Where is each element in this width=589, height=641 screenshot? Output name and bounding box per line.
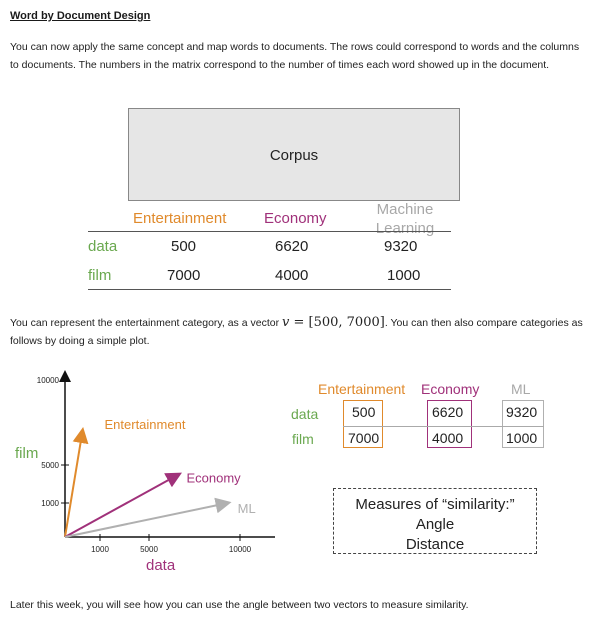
x-tick-label: 10000 (229, 545, 252, 554)
ml-vector (64, 497, 232, 538)
intro-paragraph: You can now apply the same concept and m… (10, 41, 580, 71)
vector-math-rest: = [500, 7000] (289, 315, 385, 330)
matrix-cell: 1000 (387, 267, 421, 284)
small-header-ml: ML (511, 381, 531, 397)
economy-vector (64, 472, 182, 538)
ml-column-box (502, 400, 544, 448)
small-cell: 4000 (432, 430, 464, 446)
y-tick-label: 1000 (41, 499, 59, 508)
section-heading: Word by Document Design (10, 10, 151, 22)
small-header-economy: Economy (421, 381, 480, 397)
small-row-label-data: data (291, 406, 319, 422)
corpus-box: Corpus (128, 108, 460, 201)
small-table-divider (343, 426, 544, 427)
vector-math-var: v (282, 315, 290, 330)
y-axis-label: film (15, 445, 38, 462)
matrix-cell: 7000 (167, 267, 201, 284)
column-header-economy: Economy (264, 210, 327, 227)
row-label-film: film (88, 267, 112, 284)
matrix-bottom-rule (88, 289, 451, 290)
small-cell: 500 (352, 404, 376, 420)
y-tick-label: 10000 (37, 376, 60, 385)
matrix-top-rule (88, 231, 451, 232)
similarity-title: Measures of “similarity:” (355, 496, 515, 513)
entertainment-vector-label: Entertainment (105, 417, 186, 432)
column-header-entertainment: Entertainment (133, 210, 227, 227)
column-header-machine-learning: Machine Learning (375, 201, 435, 237)
matrix-cell: 9320 (384, 238, 418, 255)
small-cell: 1000 (506, 430, 538, 446)
matrix-cell: 500 (171, 238, 197, 255)
similarity-box: Measures of “similarity:” Angle Distance (333, 488, 537, 554)
row-label-data: data (88, 238, 118, 255)
x-tick-label: 5000 (140, 545, 158, 554)
similarity-item-distance: Distance (405, 536, 465, 553)
matrix-cell: 4000 (275, 267, 309, 284)
vector-math: v = [500, 7000] (282, 315, 385, 330)
closing-paragraph: Later this week, you will see how you ca… (10, 599, 469, 611)
x-axis-label: data (146, 557, 176, 574)
entertainment-vector (64, 427, 89, 538)
small-row-label-film: film (292, 431, 314, 447)
small-cell: 9320 (506, 404, 538, 420)
y-tick-label: 5000 (41, 461, 59, 470)
vector-text-after: . You can then also compare categories a… (10, 317, 583, 347)
matrix-cell: 6620 (275, 238, 309, 255)
economy-vector-label: Economy (186, 471, 241, 486)
vector-text-before: You can represent the entertainment cate… (10, 317, 282, 329)
x-tick-label: 1000 (91, 545, 109, 554)
economy-column-box (427, 400, 472, 448)
similarity-item-angle: Angle (415, 516, 455, 533)
corpus-label: Corpus (269, 147, 319, 164)
small-cell: 7000 (348, 430, 380, 446)
small-cell: 6620 (432, 404, 464, 420)
entertainment-column-box (343, 400, 383, 448)
ml-vector-label: ML (238, 501, 256, 516)
vector-paragraph: You can represent the entertainment cate… (10, 314, 586, 350)
small-header-entertainment: Entertainment (318, 381, 406, 397)
